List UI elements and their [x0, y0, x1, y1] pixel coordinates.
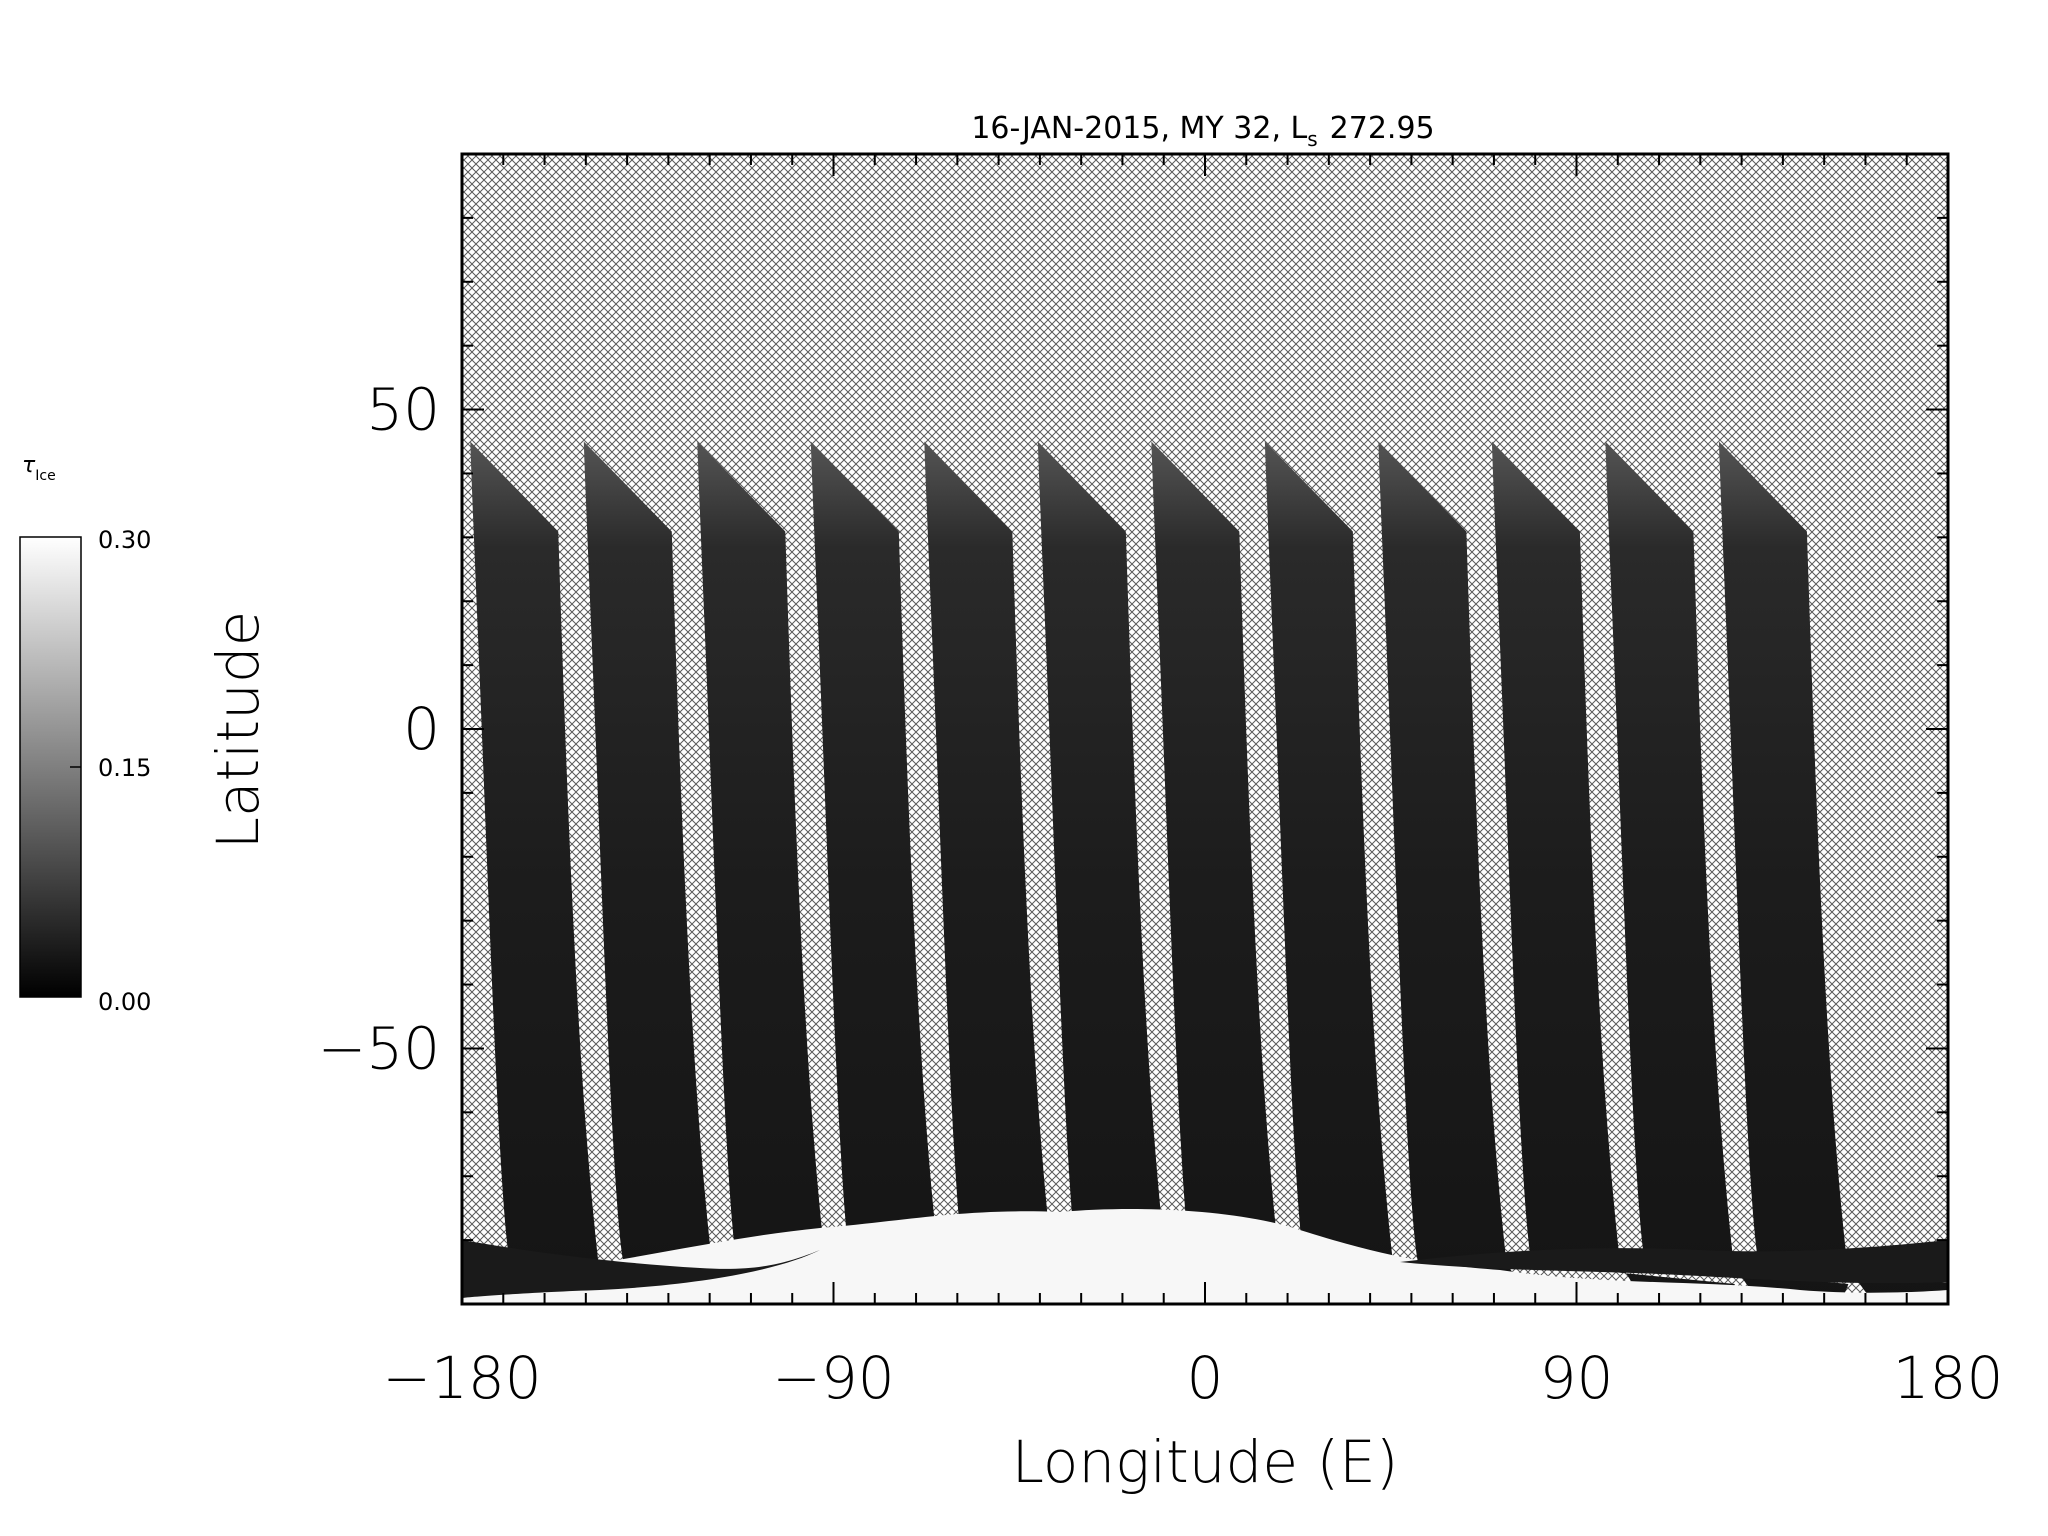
polar-cap-dark-edge	[462, 1240, 820, 1298]
x-tick-label: −90	[772, 1344, 894, 1412]
x-tick-labels: −180 −90 0 90 180	[382, 1344, 2003, 1412]
x-tick-label: 180	[1893, 1344, 2004, 1412]
x-tick-label: −180	[382, 1344, 541, 1412]
x-tick-label: 0	[1187, 1344, 1224, 1412]
orbit-swath	[1264, 441, 1508, 1304]
chart-title-subscript: s	[1307, 127, 1317, 151]
orbit-swaths	[470, 441, 1948, 1304]
y-tick-label: 0	[403, 695, 440, 763]
orbit-swath	[1605, 441, 1849, 1304]
chart-title-main: 16-JAN-2015, MY 32, L	[971, 111, 1307, 146]
major-ticks	[461, 154, 1949, 1304]
colorbar-label: τIce	[22, 453, 56, 484]
chart-title-value: 272.95	[1330, 111, 1435, 146]
colorbar-tick-label: 0.30	[98, 526, 151, 554]
orbit-swath	[924, 441, 1168, 1304]
colorbar-label-subscript: Ice	[35, 468, 55, 484]
south-polar-cap	[462, 1209, 1948, 1304]
orbit-swath	[1718, 441, 1948, 1304]
orbit-swath	[697, 441, 941, 1304]
minor-ticks	[462, 153, 1948, 1305]
x-tick-label: 90	[1540, 1344, 1614, 1412]
orbit-swath	[1378, 441, 1622, 1304]
y-tick-label: 50	[366, 376, 440, 444]
y-tick-label: −50	[318, 1014, 440, 1082]
orbit-swath	[1151, 441, 1395, 1304]
colorbar-label-symbol: τ	[22, 453, 36, 478]
colorbar: τIce 0.30 0.15 0.00	[19, 453, 151, 1016]
y-axis-label: Latitude	[204, 611, 272, 850]
orbit-swath	[583, 441, 827, 1304]
x-axis-label: Longitude (E)	[1012, 1428, 1399, 1496]
orbit-swath	[810, 441, 1054, 1304]
orbit-swath	[470, 441, 714, 1304]
plot-area	[460, 152, 1950, 1306]
colorbar-tick-label: 0.15	[98, 754, 151, 782]
polar-cap-dark-edge-east	[1400, 1240, 1948, 1284]
orbit-swath	[1037, 441, 1281, 1304]
colorbar-tick-label: 0.00	[98, 988, 151, 1016]
polar-cap-bright	[462, 1209, 1948, 1304]
chart-title: 16-JAN-2015, MY 32, Ls 272.95	[971, 111, 1434, 151]
y-tick-labels: −50 0 50	[318, 376, 440, 1083]
orbit-swath	[1491, 441, 1735, 1304]
